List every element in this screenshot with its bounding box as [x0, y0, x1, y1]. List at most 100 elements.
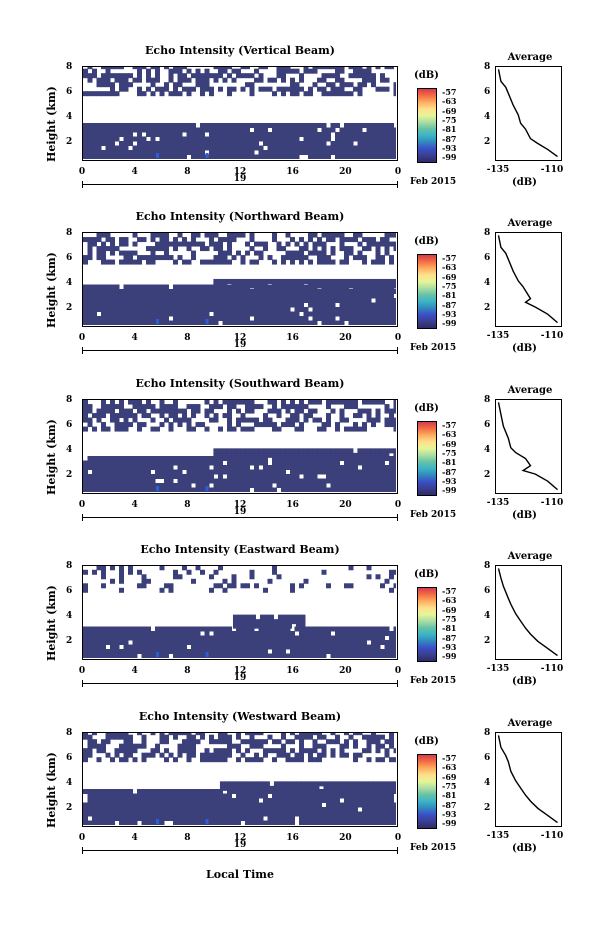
- echo-cell: [227, 456, 232, 461]
- colorbar-tick-label: -93: [442, 808, 457, 819]
- echo-cell: [326, 626, 331, 632]
- echo-cell: [213, 452, 219, 458]
- echo-cell: [177, 302, 183, 308]
- echo-cell: [348, 456, 354, 461]
- echo-cell: [263, 626, 268, 632]
- echo-cell: [236, 816, 241, 821]
- echo-cell: [303, 284, 309, 290]
- echo-cell: [155, 241, 160, 247]
- echo-cell: [330, 748, 336, 754]
- echo-cell: [222, 307, 228, 312]
- echo-cell: [389, 316, 394, 321]
- echo-cell: [195, 293, 201, 299]
- echo-cell: [353, 739, 358, 745]
- echo-cell: [380, 123, 385, 128]
- echo-cell: [285, 757, 291, 763]
- echo-cell: [186, 422, 192, 428]
- echo-cell: [344, 246, 349, 252]
- echo-cell: [173, 807, 178, 812]
- echo-cell: [150, 635, 156, 641]
- echo-cell: [168, 752, 174, 758]
- echo-cell: [299, 653, 304, 658]
- echo-cell: [150, 250, 156, 256]
- echo-cell: [371, 456, 376, 461]
- average-x-axis-label: (dB): [512, 676, 537, 687]
- echo-cell: [231, 452, 237, 458]
- echo-cell: [308, 649, 313, 654]
- echo-cell: [227, 460, 232, 466]
- echo-cell: [141, 237, 147, 243]
- echo-cell: [312, 816, 318, 821]
- echo-cell: [303, 255, 309, 261]
- echo-cell: [258, 127, 264, 133]
- echo-cell: [303, 452, 309, 458]
- echo-cell: [231, 132, 237, 137]
- echo-cell: [83, 465, 88, 470]
- echo-cell: [357, 653, 363, 658]
- echo-cell: [267, 141, 273, 146]
- echo-cell: [101, 408, 106, 414]
- echo-cell: [393, 298, 396, 303]
- echo-cell: [285, 640, 291, 645]
- echo-cell: [326, 136, 331, 142]
- echo-cell: [263, 802, 268, 808]
- echo-cell: [101, 566, 106, 571]
- echo-cell: [173, 82, 178, 88]
- echo-cell: [137, 132, 142, 137]
- echo-cell: [353, 400, 358, 405]
- echo-cell: [326, 67, 331, 70]
- echo-cell: [87, 798, 93, 803]
- echo-cell: [375, 283, 381, 289]
- echo-cell: [366, 307, 372, 312]
- echo-cell: [128, 626, 133, 632]
- echo-cell: [348, 283, 354, 289]
- echo-cell: [258, 644, 264, 650]
- echo-cell: [92, 456, 97, 461]
- echo-cell: [119, 578, 124, 584]
- y-tick-label: 8: [66, 561, 73, 571]
- echo-cell: [222, 316, 228, 321]
- echo-cell: [159, 465, 165, 470]
- echo-cell: [299, 793, 304, 799]
- echo-cell: [366, 316, 372, 321]
- echo-cell: [380, 793, 385, 799]
- echo-cell: [236, 311, 241, 317]
- echo-cell: [375, 474, 381, 479]
- echo-cell: [290, 302, 295, 308]
- echo-cell: [137, 123, 142, 128]
- echo-cell: [321, 631, 327, 636]
- echo-cell: [380, 320, 385, 325]
- echo-cell: [182, 259, 187, 265]
- echo-cell: [377, 781, 383, 787]
- echo-cell: [177, 289, 183, 294]
- echo-cell: [195, 284, 201, 290]
- echo-cell: [155, 246, 160, 252]
- echo-cell: [317, 426, 322, 432]
- echo-cell: [357, 141, 363, 146]
- echo-cell: [218, 626, 223, 632]
- echo-cell: [231, 798, 237, 803]
- echo-cell: [326, 478, 331, 484]
- echo-cell: [105, 820, 111, 825]
- echo-cell: [128, 802, 133, 808]
- echo-cell: [182, 483, 187, 488]
- echo-cell: [155, 644, 160, 650]
- echo-cell: [258, 733, 264, 736]
- echo-cell: [362, 422, 367, 428]
- echo-cell: [159, 820, 165, 825]
- echo-cell: [330, 452, 336, 458]
- echo-cell: [344, 807, 349, 812]
- echo-cell: [312, 67, 318, 70]
- echo-cell: [177, 820, 183, 825]
- echo-cell: [308, 127, 313, 133]
- x-tick-label: 20: [339, 500, 352, 510]
- echo-cell: [308, 250, 313, 256]
- echo-cell: [291, 614, 297, 620]
- echo-cell: [345, 785, 351, 791]
- echo-cell: [128, 734, 133, 740]
- echo-cell: [159, 255, 165, 261]
- echo-cell: [155, 469, 160, 475]
- echo-cell: [240, 233, 246, 238]
- echo-cell: [380, 136, 385, 142]
- echo-cell: [182, 413, 187, 419]
